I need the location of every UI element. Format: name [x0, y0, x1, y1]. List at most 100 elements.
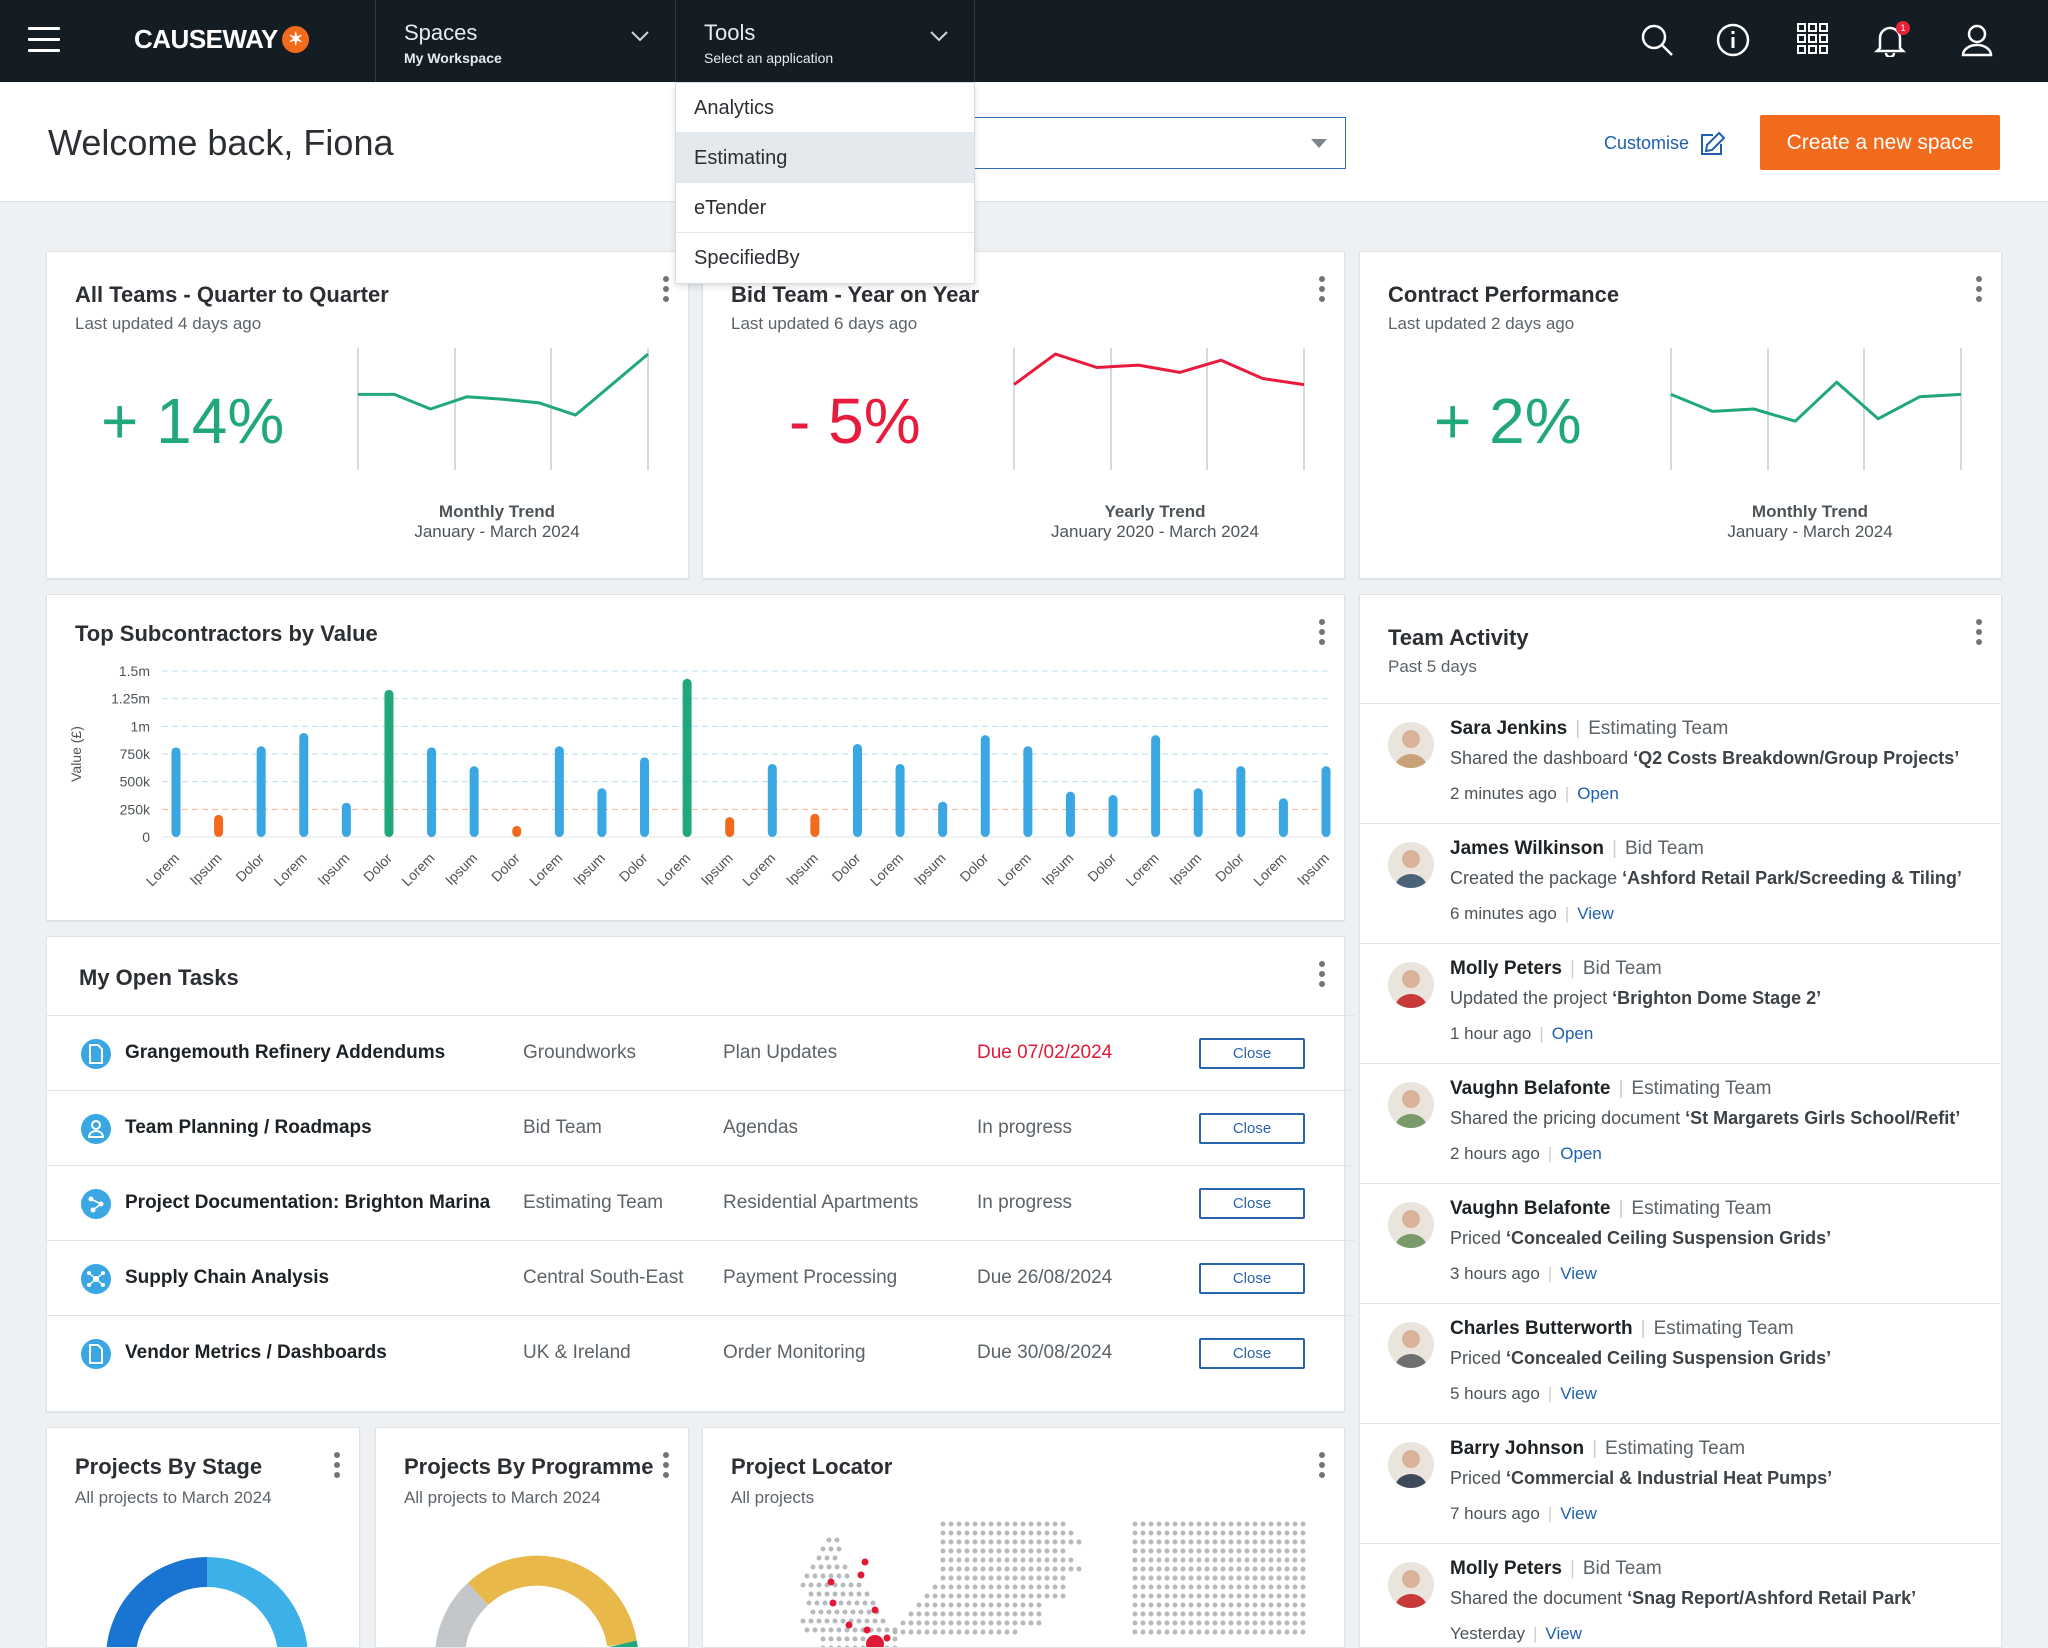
activity-user-name[interactable]: Molly Peters [1450, 1558, 1562, 1579]
activity-link[interactable]: View [1545, 1624, 1582, 1643]
activity-link[interactable]: Open [1551, 1024, 1594, 1043]
avatar[interactable] [1388, 1442, 1434, 1488]
project-locator-map[interactable] [763, 1520, 1343, 1648]
task-close-button[interactable]: Close [1199, 1188, 1305, 1219]
activity-user-name[interactable]: James Wilkinson [1450, 838, 1604, 859]
tools-menu-item-estimating[interactable]: Estimating [676, 133, 974, 183]
activity-link[interactable]: View [1560, 1504, 1597, 1523]
map-dot [1068, 1557, 1074, 1563]
activity-user-name[interactable]: Vaughn Belafonte [1450, 1198, 1611, 1219]
activity-link[interactable]: View [1560, 1264, 1597, 1283]
activity-user-name[interactable]: Vaughn Belafonte [1450, 1078, 1611, 1099]
bar [256, 746, 266, 837]
map-dot [820, 1636, 826, 1642]
task-close-button[interactable]: Close [1199, 1338, 1305, 1369]
more-options-icon[interactable] [662, 1452, 670, 1478]
map-dot [1132, 1593, 1138, 1599]
map-dot [1196, 1620, 1202, 1626]
task-row[interactable]: Supply Chain Analysis Central South-East P… [47, 1240, 1355, 1315]
map-dot [1156, 1611, 1162, 1617]
tools-menu-item-etender[interactable]: eTender [676, 183, 974, 233]
map-dot [1236, 1584, 1242, 1590]
map-dot [1292, 1611, 1298, 1617]
more-options-icon[interactable] [1318, 619, 1326, 645]
activity-link[interactable]: Open [1577, 784, 1619, 803]
map-dot [1148, 1548, 1154, 1554]
task-row[interactable]: Project Documentation: Brighton Marina Es… [47, 1165, 1355, 1240]
task-row[interactable]: Grangemouth Refinery Addendums Groundwork… [47, 1015, 1355, 1090]
x-tick-label: Lorem [867, 850, 906, 889]
trend-label: Yearly Trend [1104, 502, 1206, 521]
avatar[interactable] [1388, 962, 1434, 1008]
kpi-card-all-teams: All Teams - Quarter to Quarter Last upda… [46, 251, 689, 579]
causeway-logo[interactable]: CAUSEWAY ✶ [134, 24, 309, 55]
activity-link[interactable]: View [1560, 1384, 1597, 1403]
activity-time: 5 hours ago [1450, 1384, 1540, 1403]
map-dot [924, 1620, 930, 1626]
more-options-icon[interactable] [1975, 619, 1983, 645]
map-dot [828, 1546, 834, 1552]
search-icon[interactable] [1640, 23, 1674, 57]
map-dot [1036, 1575, 1042, 1581]
map-dot [1268, 1548, 1274, 1554]
map-dot [940, 1566, 946, 1572]
activity-user-name[interactable]: Molly Peters [1450, 958, 1562, 979]
map-dot [1164, 1584, 1170, 1590]
user-profile-icon[interactable] [1960, 23, 1994, 57]
activity-user-name[interactable]: Charles Butterworth [1450, 1318, 1633, 1339]
separator: | [1592, 1438, 1598, 1459]
task-close-button[interactable]: Close [1199, 1113, 1305, 1144]
customise-link[interactable]: Customise [1604, 130, 1727, 156]
map-dot [948, 1548, 954, 1554]
map-dot [1300, 1593, 1306, 1599]
map-dot [1180, 1539, 1186, 1545]
create-space-button[interactable]: Create a new space [1760, 115, 2000, 170]
more-options-icon[interactable] [1318, 276, 1326, 302]
apps-grid-icon[interactable] [1797, 23, 1829, 55]
more-options-icon[interactable] [1318, 961, 1326, 987]
map-dot [1172, 1566, 1178, 1572]
activity-user-name[interactable]: Sara Jenkins [1450, 718, 1568, 739]
more-options-icon[interactable] [1975, 276, 1983, 302]
avatar[interactable] [1388, 1562, 1434, 1608]
map-dot [1204, 1566, 1210, 1572]
map-dot [1236, 1530, 1242, 1536]
activity-user-name[interactable]: Barry Johnson [1450, 1438, 1585, 1459]
tools-menu-item-specifiedby[interactable]: SpecifiedBy [694, 247, 800, 269]
avatar[interactable] [1388, 1322, 1434, 1368]
info-icon[interactable] [1716, 23, 1750, 57]
map-dot [804, 1573, 810, 1579]
map-dot [1244, 1584, 1250, 1590]
map-dot [816, 1591, 822, 1597]
activity-meta: 2 minutes ago | Open [1450, 784, 1619, 804]
activity-link[interactable]: Open [1560, 1144, 1602, 1163]
task-close-button[interactable]: Close [1199, 1038, 1305, 1069]
tools-menu-item-analytics[interactable]: Analytics [676, 83, 974, 133]
map-dot [1228, 1575, 1234, 1581]
task-row[interactable]: Team Planning / Roadmaps Bid Team Agendas I… [47, 1090, 1355, 1165]
activity-meta: Yesterday | View [1450, 1624, 1582, 1644]
avatar[interactable] [1388, 842, 1434, 888]
more-options-icon[interactable] [662, 276, 670, 302]
projects-by-programme-card: Projects By Programme All projects to Ma… [375, 1427, 689, 1648]
map-dot [996, 1575, 1002, 1581]
avatar[interactable] [1388, 1082, 1434, 1128]
avatar[interactable] [1388, 1202, 1434, 1248]
task-row[interactable]: Vendor Metrics / Dashboards UK & Ireland O… [47, 1315, 1355, 1390]
more-options-icon[interactable] [333, 1452, 341, 1478]
menu-icon[interactable] [28, 27, 60, 53]
avatar[interactable] [1388, 722, 1434, 768]
workspace-dropdown[interactable] [975, 117, 1346, 169]
map-dot [1012, 1575, 1018, 1581]
activity-link[interactable]: View [1577, 904, 1614, 923]
map-dot [1212, 1566, 1218, 1572]
spaces-selector[interactable]: Spaces My Workspace [375, 0, 675, 82]
notifications-button[interactable]: 1 [1873, 21, 1910, 59]
more-options-icon[interactable] [1318, 1452, 1326, 1478]
tools-selector[interactable]: Tools Select an application [675, 0, 975, 82]
map-dot [1164, 1530, 1170, 1536]
task-close-button[interactable]: Close [1199, 1263, 1305, 1294]
map-dot [1220, 1620, 1226, 1626]
map-dot [1228, 1629, 1234, 1635]
map-dot [856, 1618, 862, 1624]
